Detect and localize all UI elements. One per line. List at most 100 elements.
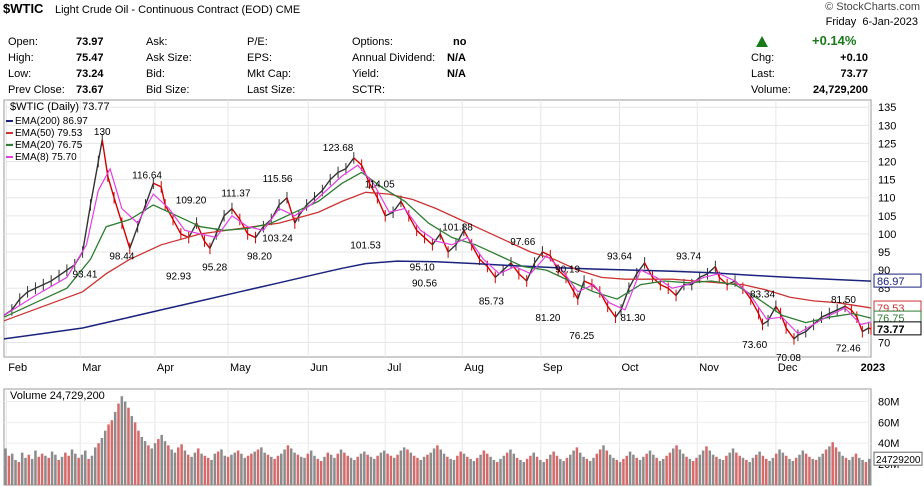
price-annotation: 95.10 bbox=[410, 262, 435, 273]
price-segment bbox=[667, 287, 677, 296]
volume-bar bbox=[336, 453, 340, 485]
volume-bar bbox=[376, 455, 379, 485]
volume-bar bbox=[289, 448, 293, 485]
volume-bar bbox=[210, 459, 213, 485]
volume-bar bbox=[758, 451, 761, 485]
x-tick-label: Aug bbox=[464, 362, 484, 374]
volume-bar bbox=[824, 449, 828, 485]
y-tick-label: 110 bbox=[878, 193, 896, 205]
price-annotation: 90.56 bbox=[412, 279, 437, 290]
volume-bar bbox=[439, 449, 442, 485]
volume-bar bbox=[512, 453, 516, 485]
price-segment bbox=[862, 327, 869, 333]
volume-bar bbox=[359, 453, 363, 485]
volume-bar bbox=[230, 454, 233, 485]
price-annotation: 95.28 bbox=[202, 262, 227, 273]
volume-bar bbox=[755, 454, 758, 485]
stat-open-value: 73.97 bbox=[76, 36, 104, 48]
price-segment bbox=[89, 161, 100, 206]
y-tick-label: 70 bbox=[878, 338, 890, 350]
price-annotation: 93.64 bbox=[607, 252, 632, 263]
volume-bar bbox=[748, 462, 751, 485]
volume-bar bbox=[349, 457, 353, 485]
volume-bar bbox=[565, 457, 569, 485]
price-segment bbox=[27, 287, 36, 293]
price-annotation: 83.34 bbox=[750, 290, 775, 301]
price-segment bbox=[321, 179, 331, 191]
volume-bar bbox=[309, 450, 313, 485]
price-segment bbox=[779, 313, 787, 329]
volume-bar bbox=[645, 453, 648, 485]
price-segment bbox=[231, 208, 241, 220]
y-tick-label: 115 bbox=[878, 175, 896, 187]
price-segment bbox=[583, 280, 593, 286]
price-annotation: 81.20 bbox=[535, 313, 560, 324]
y-tick-label: 130 bbox=[878, 120, 896, 132]
quote-date-value: 6-Jan-2023 bbox=[862, 16, 918, 28]
y-tick-label: 135 bbox=[878, 102, 896, 114]
volume-bar bbox=[529, 455, 532, 485]
volume-bar bbox=[695, 457, 698, 485]
volume-bar bbox=[80, 454, 84, 485]
volume-bar bbox=[333, 457, 336, 485]
stat-last-size: Last Size: bbox=[247, 84, 296, 96]
volume-bar bbox=[273, 458, 276, 485]
price-segment bbox=[821, 312, 830, 318]
price-segment bbox=[518, 273, 528, 282]
price-annotation: 81.30 bbox=[620, 313, 645, 324]
price-segment bbox=[628, 273, 638, 289]
volume-bar bbox=[77, 457, 80, 485]
stat-bid: Bid: bbox=[146, 68, 165, 80]
volume-bar bbox=[100, 438, 104, 485]
volume-bar bbox=[60, 456, 64, 485]
volume-bar bbox=[476, 457, 479, 485]
price-annotation: 101.88 bbox=[442, 223, 473, 234]
price-segment bbox=[153, 182, 162, 188]
volume-last-label: 24729200 bbox=[876, 455, 921, 466]
volume-bar bbox=[578, 452, 582, 485]
price-segment bbox=[447, 244, 457, 253]
volume-bar bbox=[861, 459, 864, 485]
volume-bar bbox=[286, 445, 290, 485]
quote-day: Friday bbox=[825, 16, 857, 28]
price-segment bbox=[775, 305, 782, 314]
volume-bar bbox=[120, 396, 124, 485]
volume-bar bbox=[167, 445, 170, 485]
price-segment bbox=[11, 298, 21, 311]
volume-bar bbox=[442, 453, 446, 485]
price-segment bbox=[471, 244, 481, 260]
legend-ema8: EMA(8) 75.70 bbox=[15, 152, 77, 163]
volume-bar bbox=[206, 457, 210, 485]
stat-dividend-value: N/A bbox=[447, 52, 466, 64]
price-segment bbox=[757, 313, 764, 325]
volume-bar bbox=[353, 459, 356, 485]
price-annotation: 101.53 bbox=[350, 241, 381, 252]
volume-bar bbox=[343, 452, 346, 485]
volume-bar bbox=[67, 455, 70, 485]
volume-bar bbox=[97, 443, 100, 485]
volume-bar bbox=[24, 457, 27, 485]
volume-bar bbox=[525, 458, 529, 485]
volume-bar bbox=[519, 459, 522, 485]
volume-bar bbox=[296, 454, 300, 485]
volume-bar bbox=[250, 453, 253, 485]
volume-bar bbox=[705, 446, 708, 485]
volume-bar bbox=[715, 456, 718, 485]
volume-bar bbox=[180, 444, 183, 485]
volume-bar bbox=[170, 449, 173, 485]
volume-bar bbox=[499, 458, 502, 485]
volume-bar bbox=[70, 449, 74, 485]
price-annotation: 130 bbox=[94, 127, 111, 138]
price-segment bbox=[614, 309, 622, 318]
volume-bar bbox=[545, 458, 549, 485]
stat-dividend: Annual Dividend: bbox=[352, 52, 436, 64]
volume-bar bbox=[864, 462, 868, 485]
volume-bar bbox=[157, 439, 160, 485]
volume-last-box bbox=[873, 451, 923, 466]
stat-chg-value: +0.10 bbox=[840, 52, 868, 64]
volume-bar bbox=[569, 454, 572, 485]
stat-ask: Ask: bbox=[146, 36, 168, 48]
price-segment bbox=[699, 273, 708, 279]
volume-bar bbox=[409, 452, 413, 485]
